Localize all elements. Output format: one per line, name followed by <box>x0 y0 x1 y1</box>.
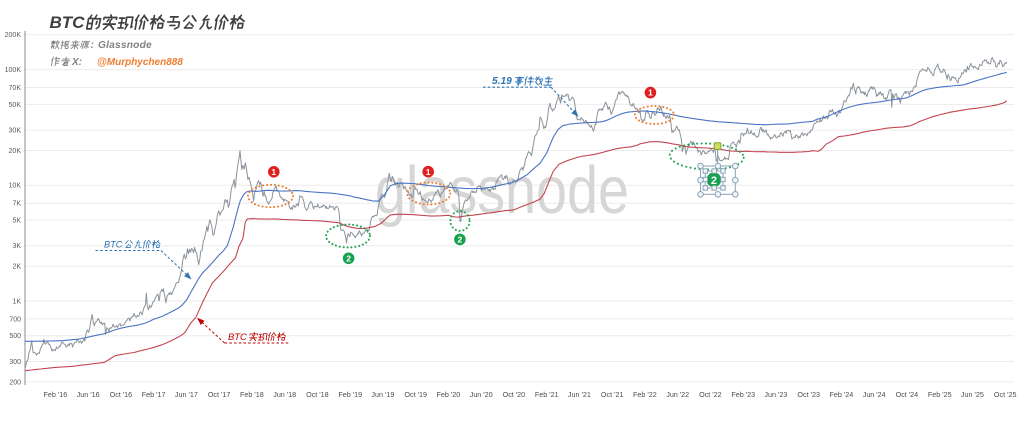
svg-text:Jun '23: Jun '23 <box>764 390 787 399</box>
svg-text:Jun '25: Jun '25 <box>961 390 984 399</box>
svg-text:200: 200 <box>9 379 21 386</box>
svg-text:Oct '22: Oct '22 <box>699 390 722 399</box>
svg-text:Oct '17: Oct '17 <box>208 390 231 399</box>
svg-text:Jun '18: Jun '18 <box>273 390 296 399</box>
svg-text:3K: 3K <box>12 243 21 250</box>
svg-text:Oct '20: Oct '20 <box>503 390 526 399</box>
svg-text:@Murphychen888: @Murphychen888 <box>97 57 183 68</box>
svg-text:Jun '20: Jun '20 <box>470 390 493 399</box>
svg-text:Oct '25: Oct '25 <box>994 390 1017 399</box>
svg-text:BTC: BTC <box>104 240 123 250</box>
svg-text:1: 1 <box>648 88 653 98</box>
svg-text:10K: 10K <box>9 183 22 190</box>
svg-text:Glassnode: Glassnode <box>98 40 152 51</box>
svg-text:Oct '19: Oct '19 <box>404 390 427 399</box>
svg-text:500: 500 <box>9 333 21 340</box>
svg-text:7K: 7K <box>12 201 21 208</box>
svg-text:Feb '16: Feb '16 <box>44 390 68 399</box>
svg-text:Feb '23: Feb '23 <box>731 390 755 399</box>
svg-text:Jun '21: Jun '21 <box>568 390 591 399</box>
svg-text:2: 2 <box>458 235 463 245</box>
svg-text:1: 1 <box>426 167 431 177</box>
svg-text:Feb '24: Feb '24 <box>830 390 854 399</box>
svg-text:BTC: BTC <box>50 13 86 32</box>
svg-text:20K: 20K <box>9 148 22 155</box>
svg-text:Feb '17: Feb '17 <box>142 390 166 399</box>
svg-text:100K: 100K <box>5 67 22 74</box>
svg-text:50K: 50K <box>9 102 22 109</box>
svg-text:Jun '22: Jun '22 <box>666 390 689 399</box>
svg-text:300: 300 <box>9 359 21 366</box>
svg-text:Feb '20: Feb '20 <box>437 390 461 399</box>
svg-text:Jun '19: Jun '19 <box>371 390 394 399</box>
svg-text:Feb '22: Feb '22 <box>633 390 657 399</box>
svg-text:1: 1 <box>271 167 276 177</box>
svg-text:Feb '18: Feb '18 <box>240 390 264 399</box>
svg-text:5K: 5K <box>12 218 21 225</box>
svg-text:5.19: 5.19 <box>492 76 512 87</box>
svg-text:2: 2 <box>711 175 717 187</box>
svg-text:BTC: BTC <box>228 331 247 342</box>
svg-text:Oct '21: Oct '21 <box>601 390 624 399</box>
svg-text:Jun '16: Jun '16 <box>77 390 100 399</box>
svg-text:Oct '23: Oct '23 <box>797 390 820 399</box>
svg-text:Feb '19: Feb '19 <box>338 390 362 399</box>
svg-text:70K: 70K <box>9 85 22 92</box>
svg-text:Jun '24: Jun '24 <box>863 390 886 399</box>
svg-text:2K: 2K <box>12 264 21 271</box>
svg-text:Oct '18: Oct '18 <box>306 390 329 399</box>
svg-text:glassnode: glassnode <box>375 153 629 228</box>
svg-text:200K: 200K <box>5 32 22 39</box>
svg-text:Jun '17: Jun '17 <box>175 390 198 399</box>
svg-text::: : <box>91 40 94 51</box>
svg-text:Oct '24: Oct '24 <box>896 390 919 399</box>
svg-text:30K: 30K <box>9 128 22 135</box>
svg-text:Oct '16: Oct '16 <box>110 390 133 399</box>
svg-text:X:: X: <box>71 57 82 68</box>
svg-text:Feb '21: Feb '21 <box>535 390 559 399</box>
svg-text:Feb '25: Feb '25 <box>928 390 952 399</box>
svg-text:2: 2 <box>346 253 351 263</box>
svg-text:700: 700 <box>9 316 21 323</box>
svg-text:1K: 1K <box>12 298 21 305</box>
